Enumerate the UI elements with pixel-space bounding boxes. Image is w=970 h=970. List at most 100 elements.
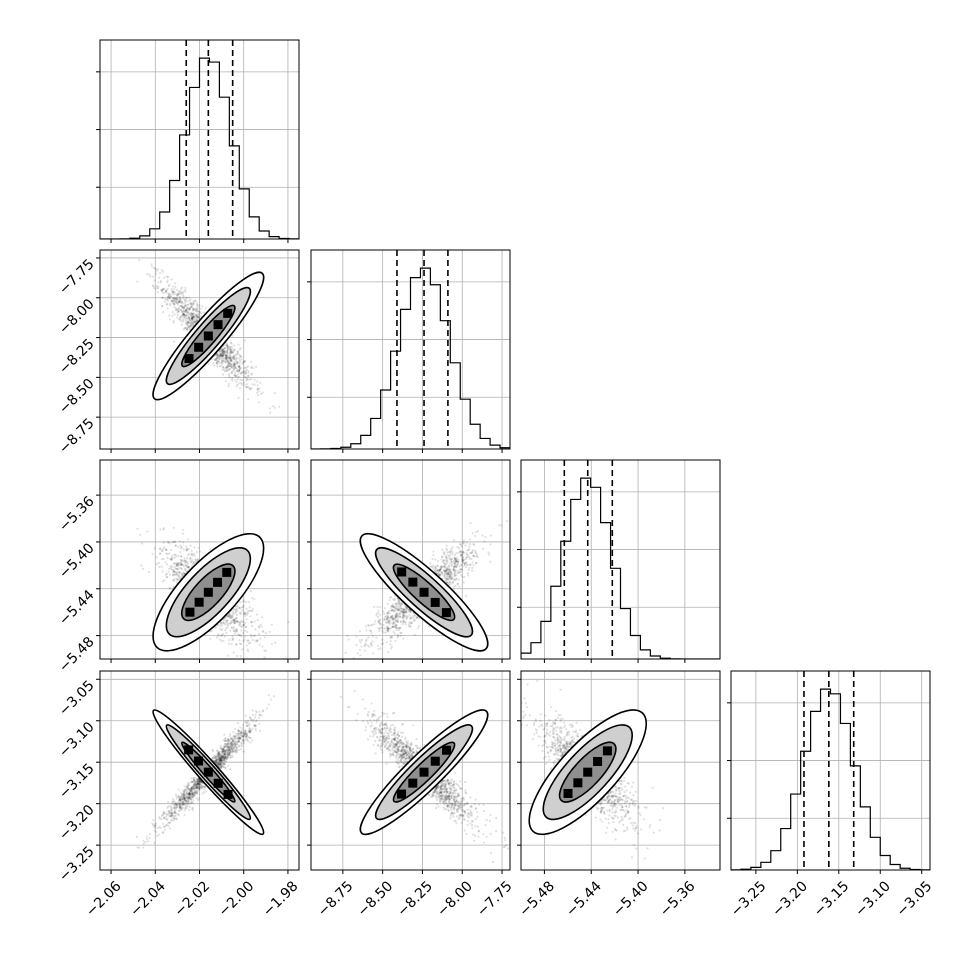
scatter-point xyxy=(221,373,225,376)
scatter-point xyxy=(230,359,233,362)
scatter-point xyxy=(189,558,192,562)
scatter-point xyxy=(240,383,243,386)
scatter-point xyxy=(234,362,237,366)
scatter-point xyxy=(237,365,240,368)
scatter-point xyxy=(164,573,168,576)
scatter-point xyxy=(191,318,194,321)
scatter-point xyxy=(192,560,195,564)
scatter-point xyxy=(229,348,232,351)
scatter-point xyxy=(194,787,198,790)
scatter-point xyxy=(465,541,468,544)
scatter-point xyxy=(154,267,157,270)
scatter-point xyxy=(156,268,159,271)
scatter-point xyxy=(221,354,224,357)
scatter-point xyxy=(247,740,250,743)
scatter-point xyxy=(455,560,458,564)
scatter-point xyxy=(183,796,186,800)
scatter-point xyxy=(232,355,235,358)
scatter-point xyxy=(382,642,385,645)
scatter-point xyxy=(195,319,199,322)
scatter-point xyxy=(387,629,390,632)
scatter-point xyxy=(468,548,471,551)
scatter-point xyxy=(220,353,224,356)
scatter-point xyxy=(192,302,195,305)
scatter-point xyxy=(169,302,172,305)
scatter-point xyxy=(230,350,233,353)
scatter-point xyxy=(446,577,449,580)
scatter-point xyxy=(186,783,189,786)
scatter-point xyxy=(186,547,189,550)
scatter-point xyxy=(226,654,229,657)
scatter-point xyxy=(410,616,413,619)
scatter-point xyxy=(232,742,235,745)
scatter-point xyxy=(450,575,453,578)
scatter-point xyxy=(233,735,236,738)
scatter-point xyxy=(199,785,202,788)
scatter-point xyxy=(228,638,231,641)
scatter-point xyxy=(181,286,184,289)
scatter-point xyxy=(229,733,232,736)
scatter-point xyxy=(450,549,453,552)
scatter-point xyxy=(221,627,224,630)
scatter-point xyxy=(242,360,245,363)
scatter-point xyxy=(187,797,190,800)
scatter-point xyxy=(396,620,399,623)
scatter-point xyxy=(193,792,196,795)
scatter-point xyxy=(441,548,444,552)
scatter-point xyxy=(193,785,196,788)
scatter-point xyxy=(181,297,185,300)
scatter-point xyxy=(404,605,407,608)
scatter-point xyxy=(400,632,403,635)
scatter-point xyxy=(188,299,191,303)
scatter-point xyxy=(173,562,176,565)
scatter-point xyxy=(195,786,199,789)
scatter-point xyxy=(189,787,192,791)
scatter-point xyxy=(243,638,246,642)
scatter-point xyxy=(229,351,232,354)
scatter-point xyxy=(363,644,366,647)
scatter-point xyxy=(240,741,243,744)
scatter-point xyxy=(391,604,394,608)
scatter-point xyxy=(231,334,234,337)
scatter-point xyxy=(219,758,222,761)
scatter-point xyxy=(243,384,246,387)
scatter-point xyxy=(182,306,185,309)
scatter-point xyxy=(176,571,179,574)
scatter-point xyxy=(193,552,196,555)
scatter-point xyxy=(215,636,218,639)
scatter-point xyxy=(274,641,277,644)
scatter-point xyxy=(388,596,392,599)
scatter-point xyxy=(228,738,231,741)
scatter-point xyxy=(235,380,238,383)
scatter-point xyxy=(179,297,182,301)
scatter-point xyxy=(219,758,222,761)
scatter-point xyxy=(220,355,223,358)
scatter-point xyxy=(175,299,178,303)
scatter-point xyxy=(185,321,189,325)
scatter-point xyxy=(239,355,242,358)
scatter-point xyxy=(445,573,448,576)
scatter-point xyxy=(439,573,442,576)
scatter-point xyxy=(439,568,442,571)
scatter-point xyxy=(188,313,191,316)
scatter-point xyxy=(181,792,185,795)
scatter-point xyxy=(191,316,194,320)
scatter-point xyxy=(417,624,421,628)
scatter-point xyxy=(452,585,455,588)
scatter-point xyxy=(230,345,233,348)
scatter-point xyxy=(229,341,232,344)
scatter-point xyxy=(218,354,221,357)
scatter-point xyxy=(404,609,408,613)
scatter-point xyxy=(183,305,186,308)
scatter-point xyxy=(407,614,411,617)
scatter-point xyxy=(188,805,191,808)
scatter-point xyxy=(436,564,439,567)
scatter-point xyxy=(377,648,380,651)
scatter-point xyxy=(445,572,449,575)
scatter-point xyxy=(221,352,224,355)
scatter-point xyxy=(234,375,237,378)
scatter-point xyxy=(222,755,225,758)
scatter-point xyxy=(240,625,244,628)
scatter-point xyxy=(174,812,177,815)
scatter-point xyxy=(213,756,216,759)
